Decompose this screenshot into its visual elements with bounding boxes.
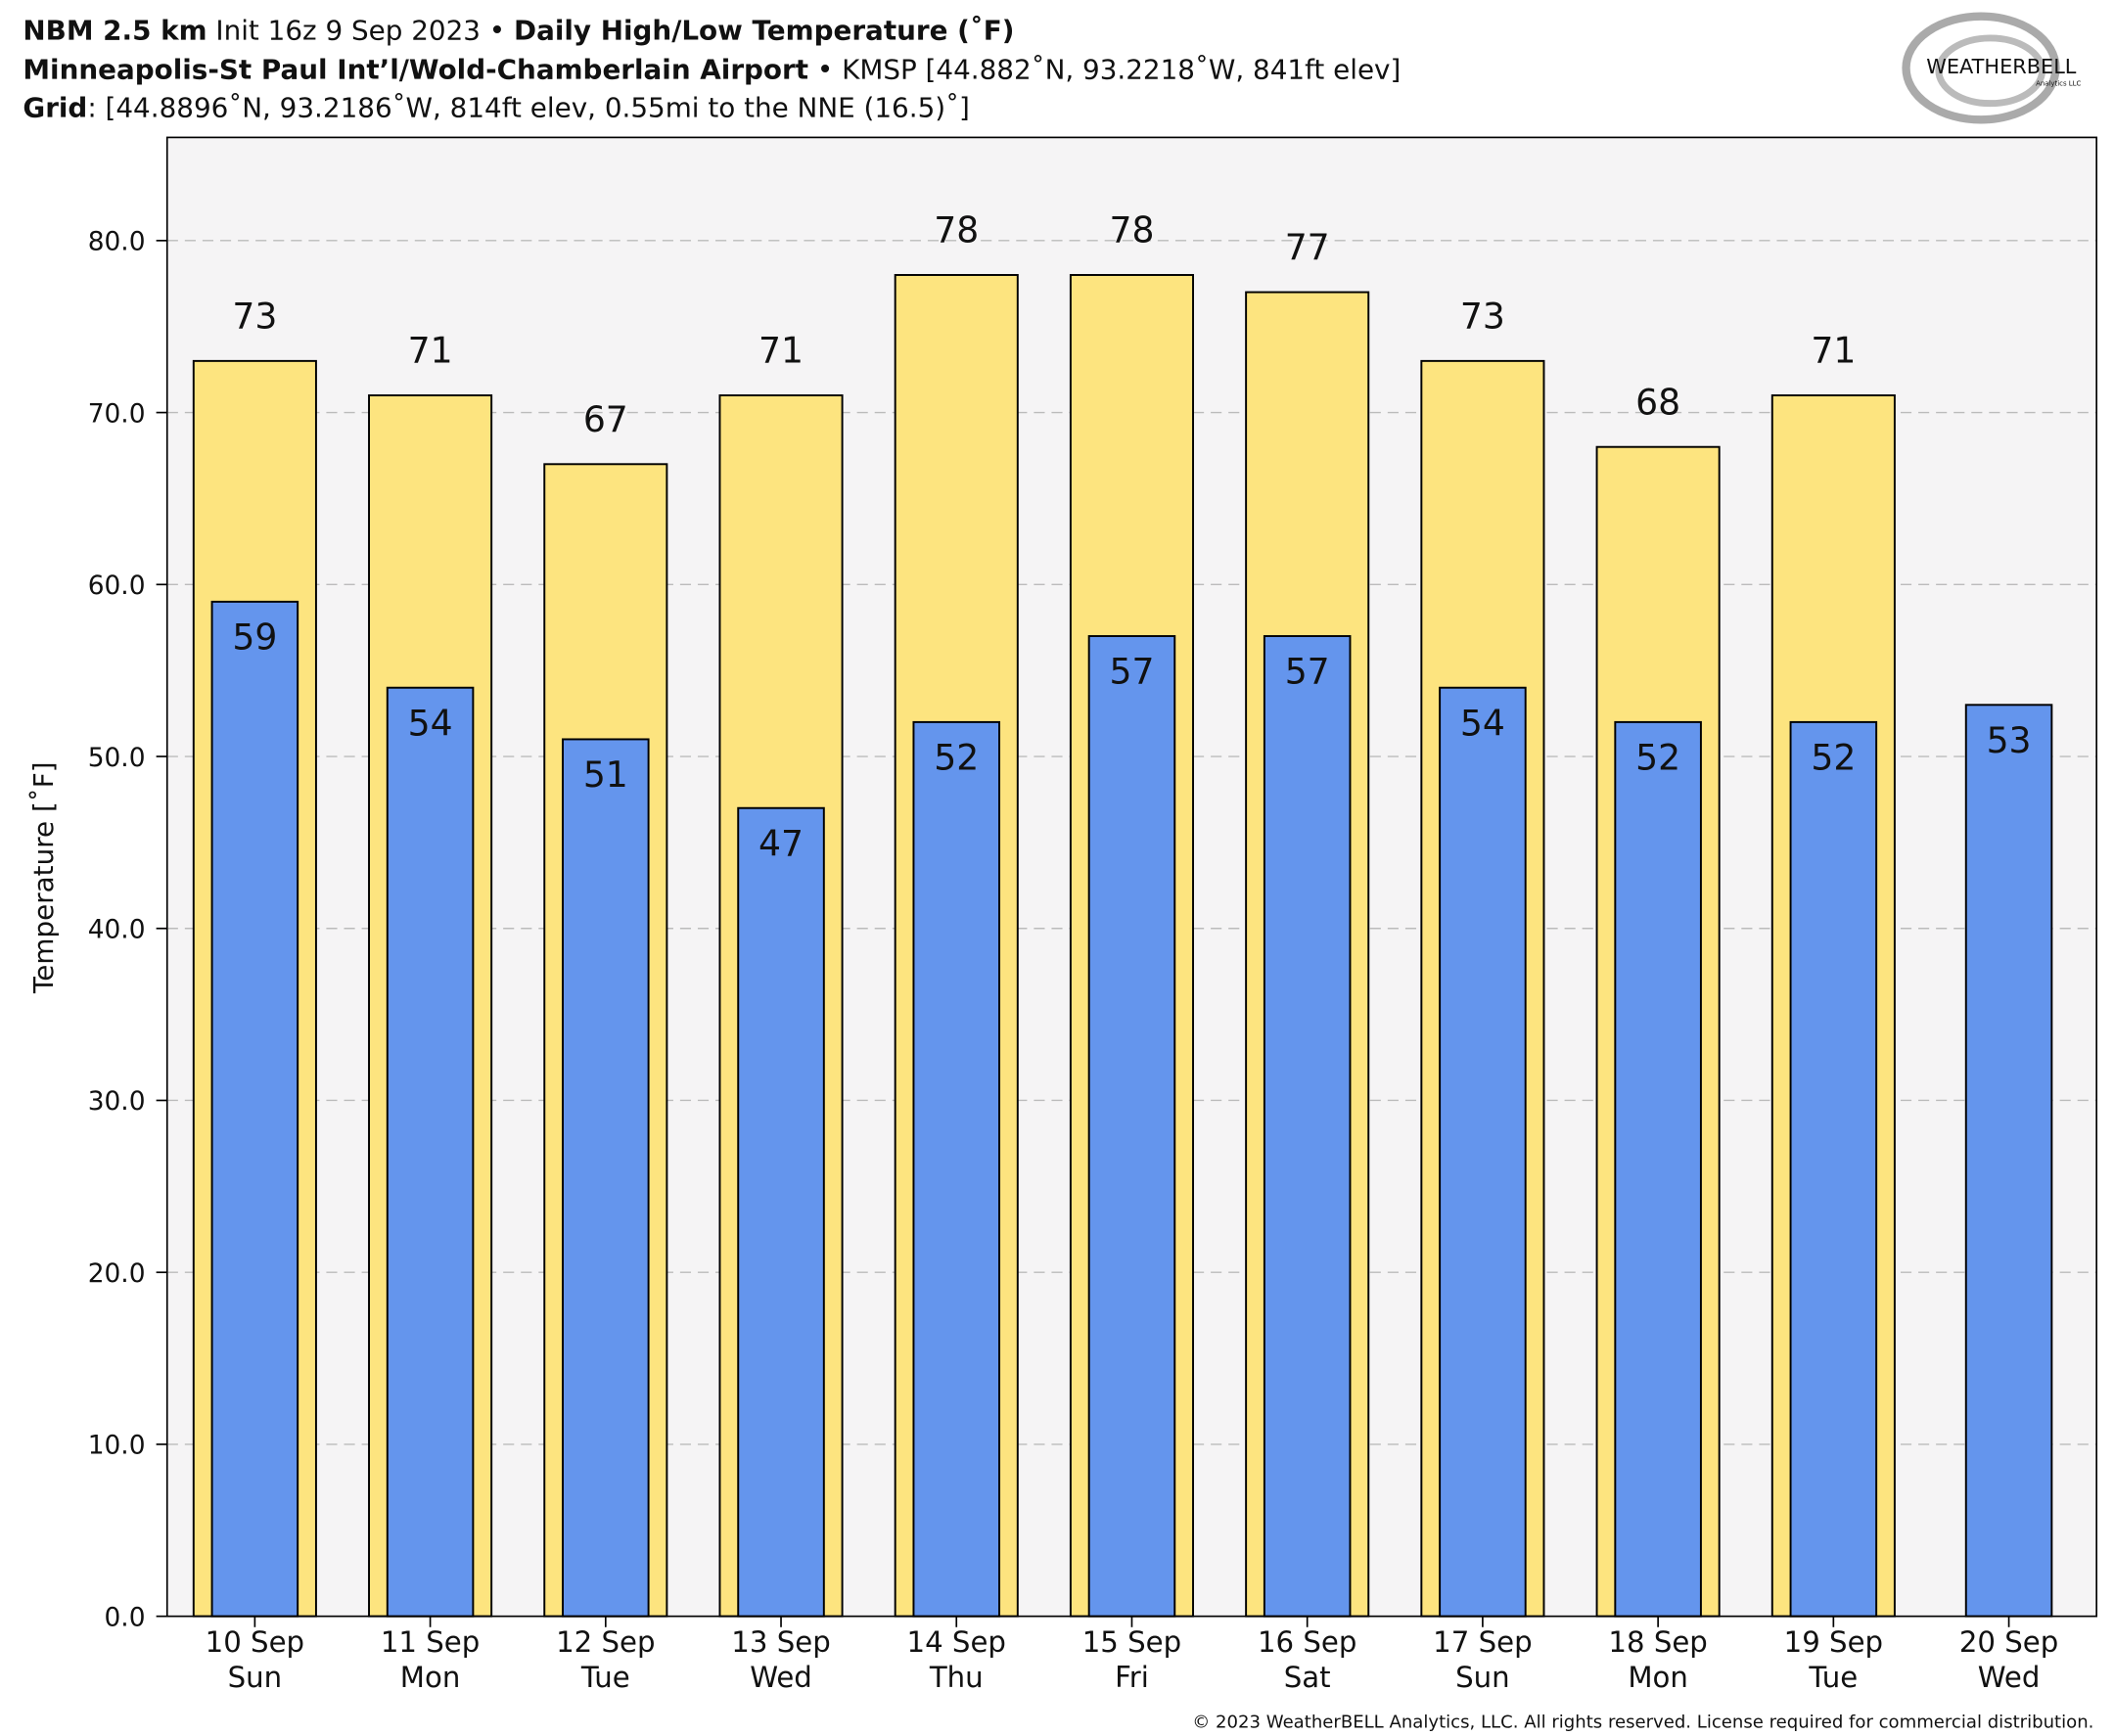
low-bar bbox=[1263, 635, 1352, 1618]
y-tick-label: 20.0 bbox=[88, 1258, 146, 1289]
x-tick-label: 13 Sep bbox=[731, 1625, 830, 1659]
low-bar bbox=[210, 600, 299, 1618]
high-label: 71 bbox=[758, 330, 804, 372]
low-label: 51 bbox=[583, 754, 628, 796]
low-label: 52 bbox=[934, 737, 979, 779]
low-label: 47 bbox=[758, 822, 804, 864]
x-tick-weekday: Sat bbox=[1284, 1661, 1331, 1694]
x-tick-label: 16 Sep bbox=[1258, 1625, 1356, 1659]
low-bar bbox=[1439, 686, 1527, 1618]
x-tick-label: 17 Sep bbox=[1433, 1625, 1532, 1659]
x-tick-label: 20 Sep bbox=[1959, 1625, 2058, 1659]
high-label: 73 bbox=[232, 295, 277, 337]
low-label: 59 bbox=[232, 617, 277, 659]
y-tick-label: 10.0 bbox=[88, 1431, 146, 1461]
high-label: 71 bbox=[1811, 330, 1856, 372]
low-bar bbox=[562, 738, 650, 1618]
title-grid-info: : [44.8896˚N, 93.2186˚W, 814ft elev, 0.5… bbox=[87, 92, 970, 124]
high-label: 71 bbox=[408, 330, 453, 372]
low-bar bbox=[1087, 635, 1176, 1618]
low-label: 57 bbox=[1109, 651, 1154, 693]
title-grid-label: Grid bbox=[23, 92, 87, 124]
x-tick-label: 18 Sep bbox=[1608, 1625, 1707, 1659]
x-tick-weekday: Wed bbox=[750, 1661, 812, 1694]
low-label: 52 bbox=[1635, 737, 1680, 779]
y-tick-label: 80.0 bbox=[88, 227, 146, 257]
logo-name: WEATHERBELL bbox=[1926, 55, 2077, 78]
high-label: 78 bbox=[1109, 209, 1154, 251]
x-tick-label: 14 Sep bbox=[907, 1625, 1006, 1659]
low-bar bbox=[1964, 704, 2053, 1618]
title-model: NBM 2.5 km bbox=[23, 14, 207, 46]
y-tick-label: 30.0 bbox=[88, 1086, 146, 1117]
x-tick-weekday: Sun bbox=[228, 1661, 283, 1694]
x-tick-weekday: Thu bbox=[929, 1661, 984, 1694]
y-tick-label: 50.0 bbox=[88, 743, 146, 773]
y-tick-label: 60.0 bbox=[88, 571, 146, 601]
x-tick-weekday: Tue bbox=[1808, 1661, 1858, 1694]
x-tick-weekday: Sun bbox=[1455, 1661, 1510, 1694]
low-label: 57 bbox=[1285, 651, 1330, 693]
title-station: Minneapolis-St Paul Int’l/Wold-Chamberla… bbox=[23, 54, 808, 86]
x-tick-weekday: Fri bbox=[1115, 1661, 1149, 1694]
low-bar bbox=[912, 720, 1001, 1618]
x-tick-label: 10 Sep bbox=[206, 1625, 304, 1659]
high-label: 67 bbox=[583, 398, 628, 440]
title-init: Init 16z 9 Sep 2023 • bbox=[215, 14, 505, 46]
x-tick-label: 11 Sep bbox=[381, 1625, 480, 1659]
low-label: 54 bbox=[1460, 702, 1505, 744]
x-tick-label: 12 Sep bbox=[556, 1625, 655, 1659]
x-tick-weekday: Mon bbox=[1628, 1661, 1688, 1694]
y-axis-label: Temperature [˚F] bbox=[27, 761, 60, 994]
high-label: 78 bbox=[934, 209, 979, 251]
copyright: © 2023 WeatherBELL Analytics, LLC. All r… bbox=[1192, 1713, 2093, 1733]
title-line-3: Grid: [44.8896˚N, 93.2186˚W, 814ft elev,… bbox=[23, 92, 969, 124]
logo-swirl bbox=[1902, 12, 2060, 124]
logo: WEATHERBELL Analytics LLC bbox=[1902, 12, 2082, 124]
title-field: Daily High/Low Temperature (˚F) bbox=[514, 14, 1014, 46]
x-tick-label: 15 Sep bbox=[1082, 1625, 1181, 1659]
high-label: 68 bbox=[1635, 381, 1680, 423]
low-bar bbox=[1789, 720, 1878, 1618]
high-label: 73 bbox=[1460, 295, 1505, 337]
title-line-2: Minneapolis-St Paul Int’l/Wold-Chamberla… bbox=[23, 54, 1401, 86]
title-line-1: NBM 2.5 km Init 16z 9 Sep 2023 • Daily H… bbox=[23, 14, 1014, 46]
low-bar bbox=[386, 686, 475, 1618]
high-label: 77 bbox=[1285, 226, 1330, 268]
low-label: 53 bbox=[1987, 719, 2032, 761]
x-tick-weekday: Mon bbox=[400, 1661, 461, 1694]
marks bbox=[166, 240, 2097, 1618]
y-tick-label: 70.0 bbox=[88, 398, 146, 429]
x-tick-label: 19 Sep bbox=[1784, 1625, 1883, 1659]
y-tick-label: 0.0 bbox=[105, 1602, 146, 1632]
title-station-info: • KMSP [44.882˚N, 93.2218˚W, 841ft elev] bbox=[817, 54, 1401, 86]
low-label: 54 bbox=[408, 702, 453, 744]
low-bar bbox=[737, 806, 825, 1618]
low-bar bbox=[1614, 720, 1702, 1618]
y-tick-label: 40.0 bbox=[88, 914, 146, 944]
logo-swirl bbox=[1935, 34, 2046, 108]
logo-sub: Analytics LLC bbox=[2036, 80, 2081, 88]
x-tick-weekday: Tue bbox=[580, 1661, 630, 1694]
x-tick-weekday: Wed bbox=[1978, 1661, 2041, 1694]
low-label: 52 bbox=[1811, 737, 1856, 779]
